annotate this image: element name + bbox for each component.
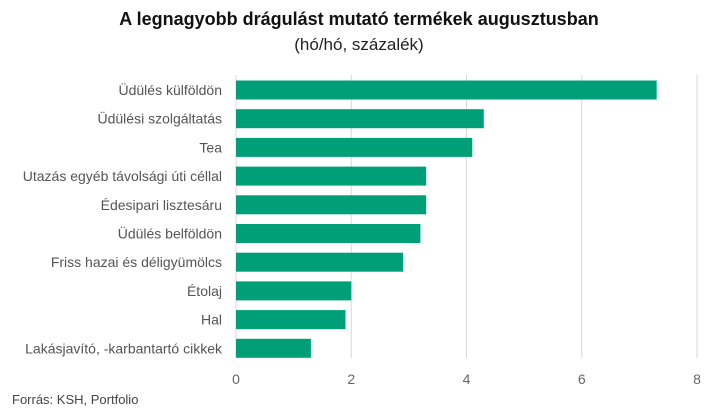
bar [236,252,404,272]
bar [236,109,484,129]
category-label: Hal [201,312,222,328]
x-tick-label: 4 [463,371,471,387]
bar [236,195,427,215]
category-label: Üdülési szolgáltatás [97,110,222,127]
category-label: Étolaj [187,283,222,299]
x-tick-label: 2 [347,371,355,387]
bar [236,137,473,157]
bar [236,80,657,100]
bar [236,281,352,301]
x-tick-label: 0 [232,371,240,387]
bar [236,338,311,358]
category-label: Lakásjavító, -karbantartó cikkek [25,340,223,356]
category-label: Utazás egyéb távolsági úti céllal [23,168,222,184]
x-tick-label: 6 [578,371,586,387]
chart-title: A legnagyobb drágulást mutató termékek a… [119,9,599,29]
category-label: Édesipari lisztesáru [101,197,222,213]
category-label: Üdülés belföldön [118,225,222,242]
category-label: Üdülés külföldön [118,81,222,98]
bar [236,310,346,330]
source-note: Forrás: KSH, Portfolio [12,392,139,407]
category-label: Tea [199,139,222,155]
x-tick-label: 8 [693,371,701,387]
bar [236,224,421,243]
category-label: Friss hazai és déligyümölcs [51,254,222,270]
chart-subtitle: (hó/hó, százalék) [294,35,424,54]
bar [236,166,427,186]
